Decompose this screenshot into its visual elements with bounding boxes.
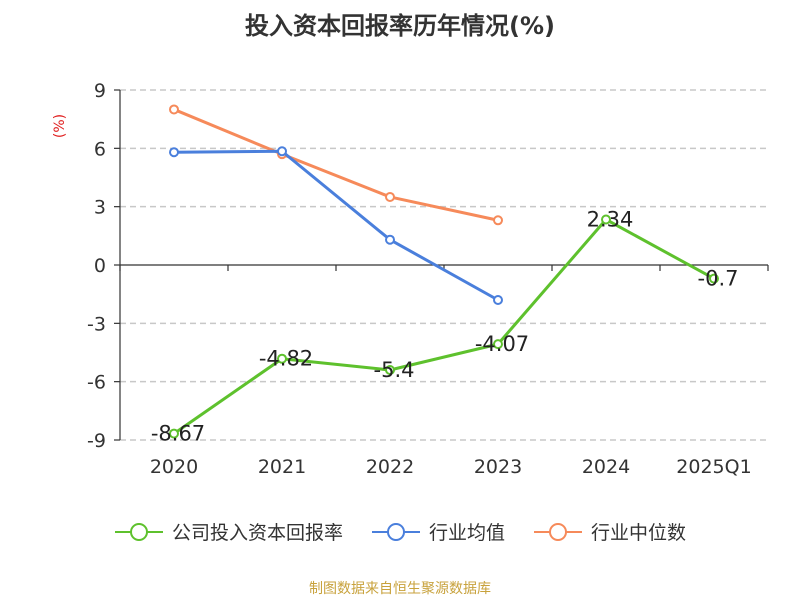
data-point [493,295,503,305]
y-tick-label: 9 [94,80,106,102]
x-tick-label: 2022 [366,456,414,478]
data-point [709,273,719,284]
legend-label: 行业均值 [428,522,505,544]
legend-item-company[interactable]: 公司投入资本回报率 [114,518,343,545]
y-axis-label: (%) [52,114,68,138]
data-label: -4.07 [475,332,529,356]
y-tick-label: -9 [87,430,106,452]
data-point [493,339,503,350]
y-tick-label: -6 [87,372,106,394]
legend-item-industry-median[interactable]: 行业中位数 [533,518,686,545]
data-label: -0.7 [698,267,739,291]
data-label: -8.67 [151,422,205,446]
source-note: 制图数据来自恒生聚源数据库 [309,581,491,597]
data-point [385,191,395,202]
data-point [169,428,179,439]
y-tick-label: -3 [87,313,106,335]
series-lines [169,104,719,439]
axes [114,89,769,441]
data-point [601,214,611,225]
chart-title: 投入资本回报率历年情况(%) [245,12,555,40]
x-tick-label: 2021 [258,456,306,478]
data-point [169,147,179,158]
data-point [169,104,179,115]
x-tick-label: 2024 [582,456,630,478]
x-tick-label: 2025Q1 [676,456,751,478]
series-line [173,108,499,222]
legend-line-circle-icon [371,522,420,541]
y-tick-labels: 9 6 3 0 -3 -6 -9 [87,80,106,452]
data-point [277,353,287,364]
data-point [493,215,503,226]
data-point [277,146,287,157]
series-line [173,218,715,435]
series-line [173,149,499,302]
x-tick-label: 2023 [474,456,522,478]
data-labels: -8.67 -4.82 -5.4 -4.07 2.34 -0.7 [151,208,739,446]
data-label: -4.82 [259,347,313,371]
legend-label: 公司投入资本回报率 [171,522,343,544]
data-point [385,365,395,375]
grid-lines [120,89,768,441]
legend-label: 行业中位数 [591,522,687,544]
data-label: 2.34 [587,208,634,232]
legend: 公司投入资本回报率 行业均值 行业中位数 [0,518,800,545]
data-label: -5.4 [374,358,415,382]
x-tick-labels: 2020 2021 2022 2023 2024 2025Q1 [150,456,752,478]
legend-line-circle-icon [534,522,582,541]
y-tick-label: 6 [94,138,106,160]
data-point [385,234,395,245]
y-tick-label: 0 [94,255,106,277]
x-tick-label: 2020 [150,456,198,478]
y-tick-label: 3 [94,197,106,219]
legend-item-industry-avg[interactable]: 行业均值 [371,518,505,545]
legend-line-circle-icon [114,522,163,541]
